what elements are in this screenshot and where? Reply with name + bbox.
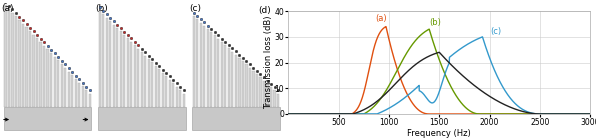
Bar	[89, 94, 91, 107]
Bar	[270, 87, 272, 107]
Bar	[98, 107, 185, 130]
Bar	[54, 57, 55, 107]
Bar	[210, 32, 212, 107]
Bar	[207, 29, 209, 107]
Bar	[266, 84, 269, 107]
Bar	[64, 68, 66, 107]
Bar	[214, 35, 216, 107]
Bar	[116, 28, 118, 107]
X-axis label: Frequency (Hz): Frequency (Hz)	[408, 129, 471, 137]
Bar	[8, 9, 10, 107]
Bar	[141, 52, 143, 107]
Bar	[39, 42, 42, 107]
Bar	[29, 31, 31, 107]
Bar	[162, 73, 164, 107]
Bar	[277, 94, 279, 107]
Bar	[4, 107, 91, 130]
Bar	[235, 55, 237, 107]
Text: (b): (b)	[95, 4, 108, 13]
Bar	[155, 66, 157, 107]
Bar	[242, 61, 244, 107]
Bar	[11, 13, 14, 107]
Bar	[246, 64, 247, 107]
Bar	[4, 5, 7, 107]
Bar	[15, 16, 17, 107]
Bar	[50, 53, 52, 107]
Bar	[18, 20, 21, 107]
Bar	[144, 56, 147, 107]
Bar	[231, 52, 234, 107]
Text: (b): (b)	[429, 18, 441, 27]
Bar	[169, 80, 171, 107]
Bar	[113, 25, 115, 107]
Bar	[224, 45, 226, 107]
Y-axis label: Transmission loss (dB): Transmission loss (dB)	[264, 16, 273, 109]
Bar	[203, 26, 206, 107]
Bar	[196, 19, 198, 107]
Bar	[98, 11, 101, 107]
Bar	[43, 46, 45, 107]
Bar	[218, 39, 219, 107]
Bar	[123, 35, 125, 107]
Text: (c): (c)	[491, 27, 502, 36]
Bar	[26, 28, 27, 107]
Text: (c): (c)	[190, 4, 201, 13]
Bar	[71, 75, 73, 107]
Bar	[158, 69, 160, 107]
Bar	[85, 90, 87, 107]
Bar	[165, 76, 167, 107]
Bar	[61, 64, 63, 107]
Bar	[249, 68, 251, 107]
Bar	[82, 86, 84, 107]
Bar	[137, 49, 139, 107]
Bar	[120, 31, 122, 107]
Bar	[78, 83, 80, 107]
Bar	[130, 42, 132, 107]
Text: (a): (a)	[375, 14, 387, 23]
Text: (a): (a)	[1, 4, 14, 13]
Bar	[238, 58, 241, 107]
Bar	[67, 71, 70, 107]
Bar	[221, 42, 223, 107]
Bar	[256, 74, 258, 107]
Bar	[172, 83, 175, 107]
Bar	[105, 18, 108, 107]
Bar	[193, 16, 195, 107]
Bar	[274, 90, 275, 107]
Bar	[252, 71, 254, 107]
Bar	[263, 81, 265, 107]
Bar	[176, 87, 178, 107]
Bar	[109, 21, 111, 107]
Bar	[102, 14, 104, 107]
Text: (d): (d)	[258, 6, 271, 15]
Bar	[36, 39, 38, 107]
Bar	[74, 79, 77, 107]
Bar	[126, 38, 129, 107]
Bar	[259, 77, 262, 107]
Bar	[200, 23, 202, 107]
Bar	[192, 107, 280, 130]
Bar	[228, 48, 230, 107]
Bar	[22, 24, 24, 107]
Bar	[183, 94, 185, 107]
Bar	[148, 59, 150, 107]
Bar	[179, 90, 181, 107]
Bar	[134, 45, 136, 107]
Bar	[57, 60, 59, 107]
Bar	[32, 35, 35, 107]
Bar	[46, 49, 49, 107]
Bar	[151, 63, 153, 107]
